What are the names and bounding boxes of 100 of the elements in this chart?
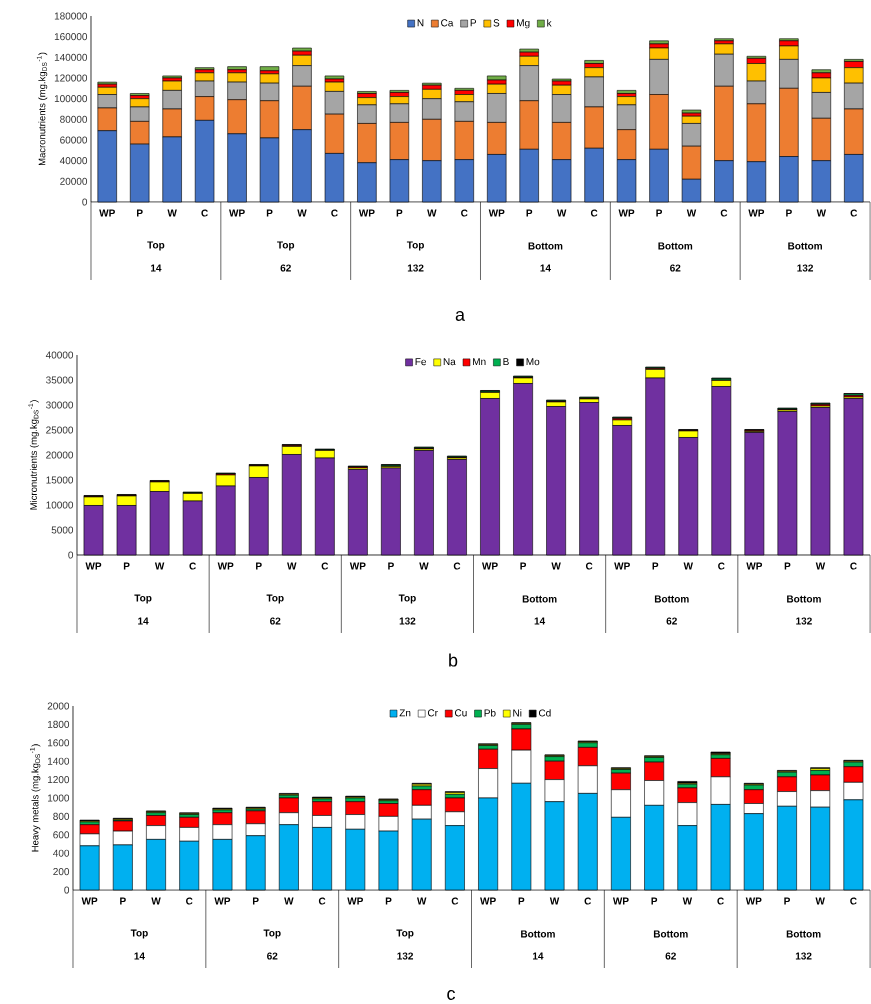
x-tick-label: P xyxy=(120,897,126,905)
x-tick-label: WP xyxy=(81,897,98,905)
text: 14 xyxy=(150,264,162,272)
x-tick-label: P xyxy=(252,897,259,905)
x-tick-label: P xyxy=(388,562,394,570)
text: 62 xyxy=(665,952,676,960)
legend-label: Na xyxy=(443,358,456,366)
x-tick-label: WP xyxy=(480,897,496,905)
x-tick-label: P xyxy=(518,897,525,905)
text: Bottom xyxy=(528,242,563,250)
text: 62 xyxy=(666,617,677,625)
x-tick-label: C xyxy=(718,562,725,570)
text: Bottom xyxy=(653,930,688,938)
x-tick-label: W xyxy=(416,897,427,905)
legend-label: S xyxy=(493,19,500,27)
y-axis-title: Macronutrients (mg.kg$_{DS}$$^{-1}$) xyxy=(36,52,48,166)
text: 62 xyxy=(270,617,281,625)
x-tick-label: W xyxy=(167,209,177,217)
text: 14 xyxy=(540,264,551,272)
text: a xyxy=(455,311,465,321)
x-tick-label: C xyxy=(321,562,329,570)
y-tick-label: 400 xyxy=(53,849,70,857)
text: Top xyxy=(406,241,424,251)
x-tick-label: C xyxy=(590,209,598,217)
text: Top xyxy=(263,929,281,939)
y-tick-label: 20000 xyxy=(46,451,74,459)
x-tick-label: WP xyxy=(612,897,629,905)
y-tick-label: 35000 xyxy=(46,376,74,384)
text: Bottom xyxy=(788,242,822,250)
y-tick-label: 20000 xyxy=(60,177,88,185)
y-tick-label: 180000 xyxy=(54,12,88,20)
legend-label: Mg xyxy=(517,19,530,29)
x-tick-label: WP xyxy=(358,209,375,217)
x-tick-label: W xyxy=(683,562,693,570)
x-tick-label: WP xyxy=(618,209,635,217)
y-tick-label: 40000 xyxy=(45,351,74,359)
x-tick-label: WP xyxy=(349,562,366,570)
x-tick-label: W xyxy=(287,562,297,570)
y-tick-label: 160000 xyxy=(54,33,88,41)
x-tick-label: C xyxy=(451,897,459,905)
text: 14 xyxy=(134,952,145,960)
y-axis-title: Micronutrients (mg.kg$_{DS}$$^{-1}$) xyxy=(28,400,39,510)
x-tick-label: WP xyxy=(214,897,231,905)
y-tick-label: 80000 xyxy=(60,115,88,123)
y-tick-label: 800 xyxy=(53,812,70,820)
x-tick-label: C xyxy=(717,897,724,905)
x-tick-label: C xyxy=(461,209,468,217)
legend-label: Mo xyxy=(526,358,540,366)
x-tick-label: C xyxy=(850,562,857,570)
y-tick-label: 60000 xyxy=(60,136,88,144)
y-tick-label: 25000 xyxy=(46,426,74,434)
x-tick-label: C xyxy=(331,209,338,217)
x-tick-label: P xyxy=(656,209,663,217)
x-tick-label: W xyxy=(815,897,825,905)
y-tick-label: 10000 xyxy=(46,501,74,509)
legend-label: k xyxy=(547,19,552,27)
x-tick-label: W xyxy=(556,209,567,217)
x-tick-label: WP xyxy=(745,897,762,905)
x-tick-label: WP xyxy=(347,897,363,905)
y-tick-label: 15000 xyxy=(46,476,74,484)
x-tick-label: W xyxy=(682,897,693,905)
x-tick-label: W xyxy=(427,209,437,217)
y-tick-label: 100000 xyxy=(54,95,88,103)
legend-label: Zn xyxy=(399,709,411,717)
x-tick-label: C xyxy=(584,897,592,905)
y-tick-label: 5000 xyxy=(51,526,74,534)
x-tick-label: W xyxy=(815,562,826,570)
x-tick-label: P xyxy=(266,209,273,217)
legend-label: Ca xyxy=(441,19,454,27)
text: 132 xyxy=(796,617,812,625)
x-tick-label: P xyxy=(786,209,792,217)
text: Bottom xyxy=(786,930,821,938)
text: 62 xyxy=(267,952,278,960)
x-tick-label: C xyxy=(453,562,461,570)
x-tick-label: W xyxy=(551,562,561,570)
y-axis-title: Heavy metals (mg.kg$_{DS}$$^{-1}$) xyxy=(29,744,41,852)
text: Bottom xyxy=(658,242,693,250)
x-tick-label: P xyxy=(651,897,658,905)
x-tick-label: W xyxy=(686,209,697,217)
x-tick-label: C xyxy=(189,562,196,570)
legend-label: Fe xyxy=(415,358,427,366)
text: 14 xyxy=(532,952,544,960)
y-tick-label: 140000 xyxy=(54,53,88,61)
x-tick-label: WP xyxy=(85,562,102,570)
x-tick-label: W xyxy=(151,897,161,905)
text: 132 xyxy=(407,264,424,272)
x-tick-label: P xyxy=(256,562,262,570)
x-tick-label: WP xyxy=(746,562,763,570)
x-tick-label: WP xyxy=(99,209,115,217)
text: Top xyxy=(266,594,284,604)
text: 14 xyxy=(138,617,149,625)
x-tick-label: WP xyxy=(481,562,498,570)
x-tick-label: C xyxy=(201,209,208,217)
x-tick-label: WP xyxy=(229,209,245,217)
text: 14 xyxy=(534,617,546,625)
x-tick-label: W xyxy=(284,897,294,905)
y-tick-label: 2000 xyxy=(47,702,70,710)
x-tick-label: W xyxy=(549,897,560,905)
legend-label: Pb xyxy=(484,709,496,717)
text: Top xyxy=(130,929,148,939)
